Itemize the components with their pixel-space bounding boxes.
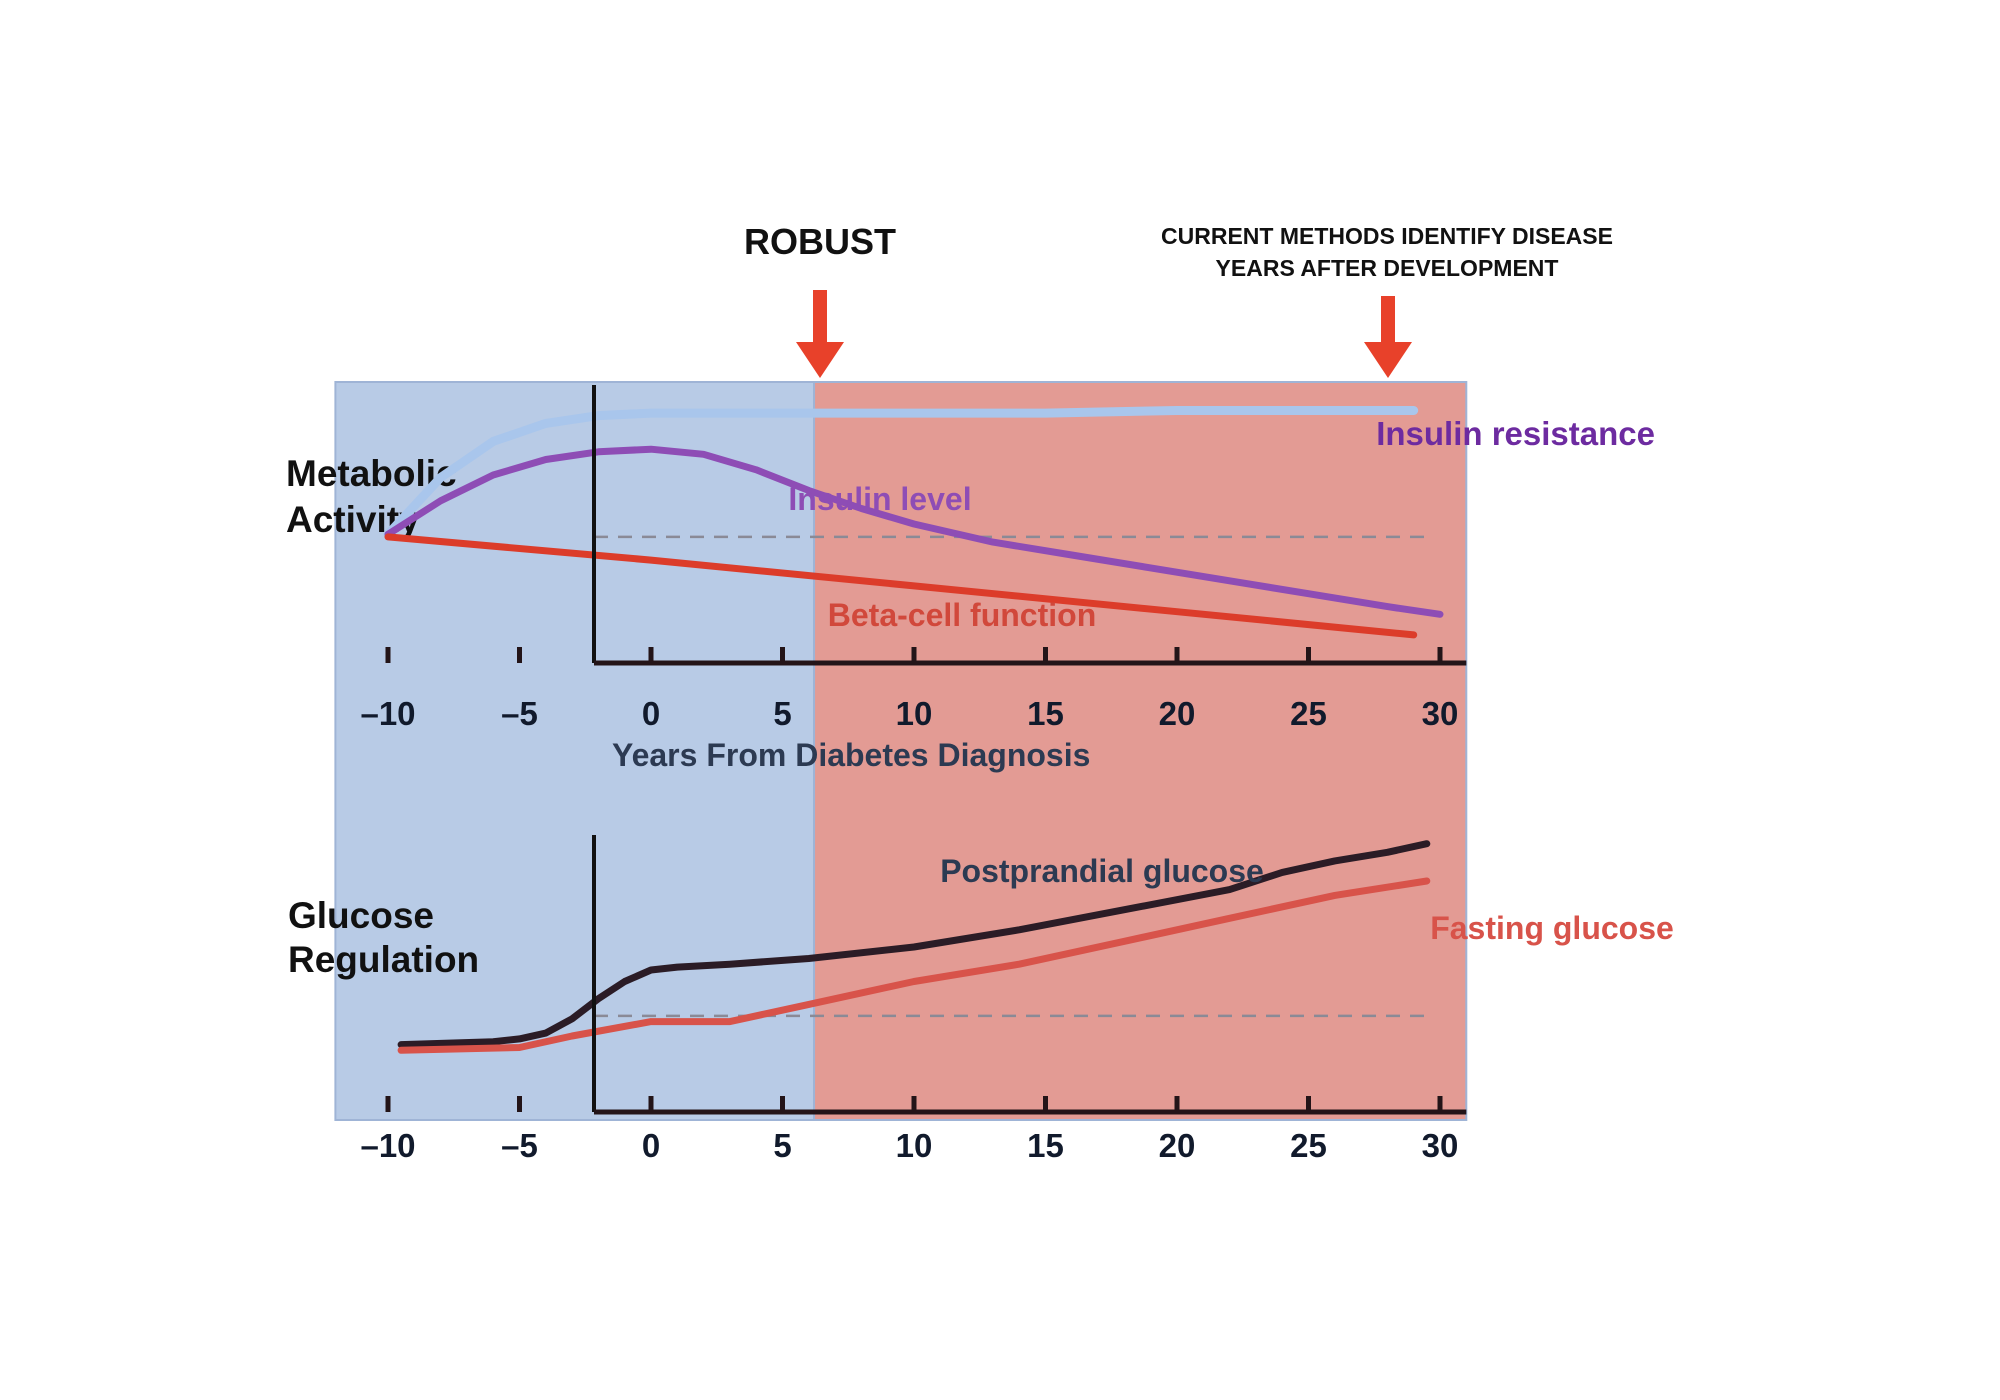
x-tick-label: 20 [1159, 695, 1196, 732]
insulin-resistance-line [383, 406, 1419, 539]
metabolic-activity-panel: Metabolic Activity –10 –5 0 5 10 15 20 25 30 Yea… [286, 385, 1655, 773]
metabolic-x-axis: –10 –5 0 5 10 15 20 25 30 [360, 385, 1467, 732]
metabolic-xlabel: Years From Diabetes Diagnosis [612, 737, 1090, 773]
insulin-level-line [384, 445, 1444, 618]
metabolic-series [383, 406, 1444, 639]
x-tick-label: –5 [501, 1127, 538, 1164]
late-detection-region [813, 381, 1468, 1121]
glucose-series [397, 840, 1431, 1054]
x-tick-label: 10 [896, 695, 933, 732]
beta-cell-function-label: Beta-cell function [828, 597, 1096, 633]
current-methods-label-line2: YEARS AFTER DEVELOPMENT [1216, 255, 1559, 281]
insulin-resistance-label: Insulin resistance [1376, 415, 1655, 452]
x-tick-label: 0 [642, 695, 660, 732]
current-methods-arrow-icon [1364, 296, 1412, 378]
x-tick-label: 25 [1290, 1127, 1327, 1164]
insulin-level-label: Insulin level [788, 481, 971, 517]
x-tick-label: 0 [642, 1127, 660, 1164]
x-tick-label: –10 [360, 1127, 415, 1164]
glucose-ylabel-line1: Glucose [288, 895, 434, 936]
x-tick-label: 20 [1159, 1127, 1196, 1164]
glucose-regulation-panel: Glucose Regulation –10 –5 0 5 10 15 20 25 30 Pos… [288, 835, 1674, 1164]
current-methods-label-line1: CURRENT METHODS IDENTIFY DISEASE [1161, 223, 1613, 249]
x-tick-label: 30 [1422, 695, 1459, 732]
postprandial-glucose-label: Postprandial glucose [940, 853, 1264, 889]
x-tick-label: 10 [896, 1127, 933, 1164]
fasting-glucose-line [397, 877, 1431, 1054]
x-tick-label: 5 [773, 1127, 791, 1164]
glucose-x-axis: –10 –5 0 5 10 15 20 25 30 [360, 835, 1467, 1164]
x-tick-label: 25 [1290, 695, 1327, 732]
x-tick-label: –5 [501, 695, 538, 732]
robust-label: ROBUST [744, 221, 896, 262]
x-tick-label: 30 [1422, 1127, 1459, 1164]
x-tick-label: 5 [773, 695, 791, 732]
background-regions [334, 381, 1468, 1121]
x-tick-label: –10 [360, 695, 415, 732]
robust-arrow-icon [796, 290, 844, 378]
postprandial-glucose-line [397, 840, 1431, 1049]
x-tick-label: 15 [1027, 695, 1064, 732]
fasting-glucose-label: Fasting glucose [1430, 910, 1674, 946]
glucose-ylabel-line2: Regulation [288, 939, 479, 980]
beta-cell-function-line [384, 533, 1418, 639]
x-tick-label: 15 [1027, 1127, 1064, 1164]
